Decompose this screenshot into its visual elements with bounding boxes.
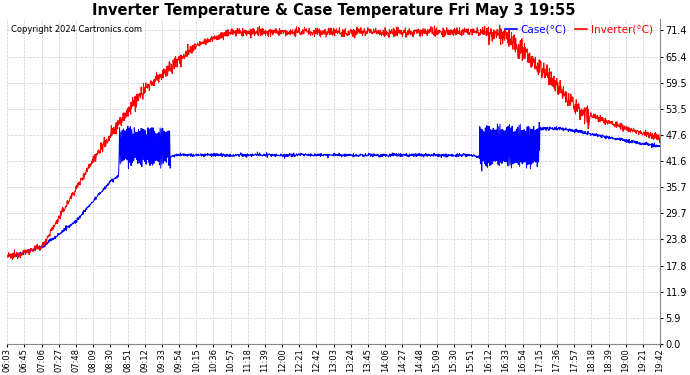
Text: Copyright 2024 Cartronics.com: Copyright 2024 Cartronics.com [10, 26, 141, 34]
Legend: Case(°C), Inverter(°C): Case(°C), Inverter(°C) [501, 21, 657, 39]
Title: Inverter Temperature & Case Temperature Fri May 3 19:55: Inverter Temperature & Case Temperature … [92, 3, 575, 18]
